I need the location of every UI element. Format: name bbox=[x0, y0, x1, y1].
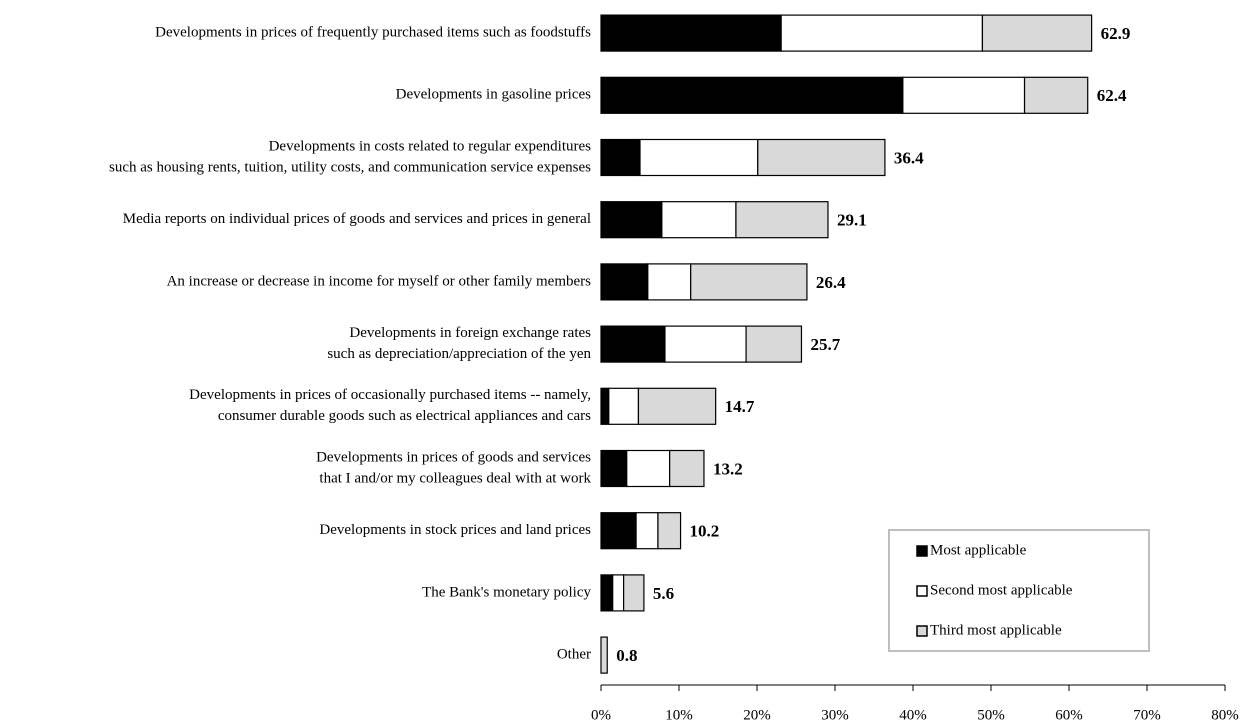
x-tick-label: 0% bbox=[591, 707, 611, 723]
x-tick-label: 20% bbox=[743, 707, 771, 723]
total-label: 13.2 bbox=[713, 459, 743, 478]
bar-segment bbox=[600, 138, 641, 177]
category-label: such as housing rents, tuition, utility … bbox=[109, 159, 591, 175]
total-label: 62.9 bbox=[1101, 24, 1131, 43]
x-tick-label: 50% bbox=[977, 707, 1005, 723]
bar-segment bbox=[639, 138, 759, 177]
category-label: The Bank's monetary policy bbox=[422, 584, 591, 600]
bar-segment bbox=[664, 325, 747, 363]
bar-segment bbox=[690, 263, 808, 301]
x-tick-label: 80% bbox=[1211, 707, 1239, 723]
bar-segment bbox=[600, 263, 649, 301]
bar-segment bbox=[669, 449, 705, 488]
bar-segment bbox=[902, 76, 1026, 114]
total-label: 36.4 bbox=[894, 148, 924, 167]
category-label: Developments in gasoline prices bbox=[396, 87, 592, 103]
bar-segment bbox=[612, 574, 625, 612]
legend-box bbox=[888, 529, 1150, 652]
category-label: Media reports on individual prices of go… bbox=[123, 211, 591, 227]
category-label: Developments in prices of goods and serv… bbox=[316, 449, 591, 465]
bar-segment bbox=[600, 325, 666, 363]
x-tick-label: 70% bbox=[1133, 707, 1161, 723]
bar-segment bbox=[647, 263, 692, 301]
category-label: that I and/or my colleagues deal with at… bbox=[319, 470, 591, 486]
category-label: Developments in prices of frequently pur… bbox=[155, 25, 591, 41]
bar-segment bbox=[637, 387, 717, 425]
legend-label: Most applicable bbox=[930, 542, 1027, 558]
bar-segment bbox=[757, 138, 886, 177]
category-label: Developments in stock prices and land pr… bbox=[319, 522, 591, 538]
x-tick-label: 60% bbox=[1055, 707, 1083, 723]
legend-label: Third most applicable bbox=[930, 622, 1062, 638]
category-label: Developments in costs related to regular… bbox=[269, 138, 592, 154]
category-label: consumer durable goods such as electrica… bbox=[218, 408, 591, 424]
bar-segment bbox=[745, 325, 803, 363]
total-label: 26.4 bbox=[816, 273, 846, 292]
bar-segment bbox=[600, 449, 628, 488]
category-label: Developments in prices of occasionally p… bbox=[189, 387, 591, 403]
x-tick-label: 10% bbox=[665, 707, 693, 723]
bar-segment bbox=[735, 201, 829, 239]
bar-segment bbox=[600, 201, 663, 239]
bar-segment bbox=[626, 449, 671, 488]
total-label: 14.7 bbox=[725, 397, 755, 416]
total-label: 29.1 bbox=[837, 211, 867, 230]
total-label: 10.2 bbox=[690, 522, 720, 541]
x-tick-label: 40% bbox=[899, 707, 927, 723]
bar-segment bbox=[657, 512, 682, 550]
total-label: 0.8 bbox=[616, 646, 637, 665]
bar-segment bbox=[623, 574, 645, 612]
bar-segment bbox=[981, 14, 1093, 52]
bar-segment bbox=[600, 574, 614, 612]
bar-segment bbox=[780, 14, 984, 52]
bar-segment bbox=[635, 512, 659, 550]
bar-segment bbox=[600, 636, 608, 674]
bar-segment bbox=[1023, 76, 1089, 114]
x-tick-label: 30% bbox=[821, 707, 849, 723]
bar-segment bbox=[600, 512, 637, 550]
bar-segment bbox=[608, 387, 640, 425]
bar-segment bbox=[600, 76, 904, 114]
bar-segment bbox=[600, 14, 782, 52]
category-label: An increase or decrease in income for my… bbox=[167, 273, 592, 289]
legend-marker bbox=[916, 545, 928, 557]
total-label: 5.6 bbox=[653, 584, 674, 603]
total-label: 25.7 bbox=[810, 335, 840, 354]
category-label: Developments in foreign exchange rates bbox=[349, 325, 591, 341]
legend-label: Second most applicable bbox=[930, 582, 1073, 598]
total-label: 62.4 bbox=[1097, 86, 1127, 105]
category-label: such as depreciation/appreciation of the… bbox=[327, 346, 591, 362]
bar-segment bbox=[600, 387, 610, 425]
legend-marker bbox=[916, 585, 928, 597]
bar-segment bbox=[661, 201, 737, 239]
category-label: Other bbox=[557, 647, 591, 663]
legend-marker bbox=[916, 625, 928, 637]
